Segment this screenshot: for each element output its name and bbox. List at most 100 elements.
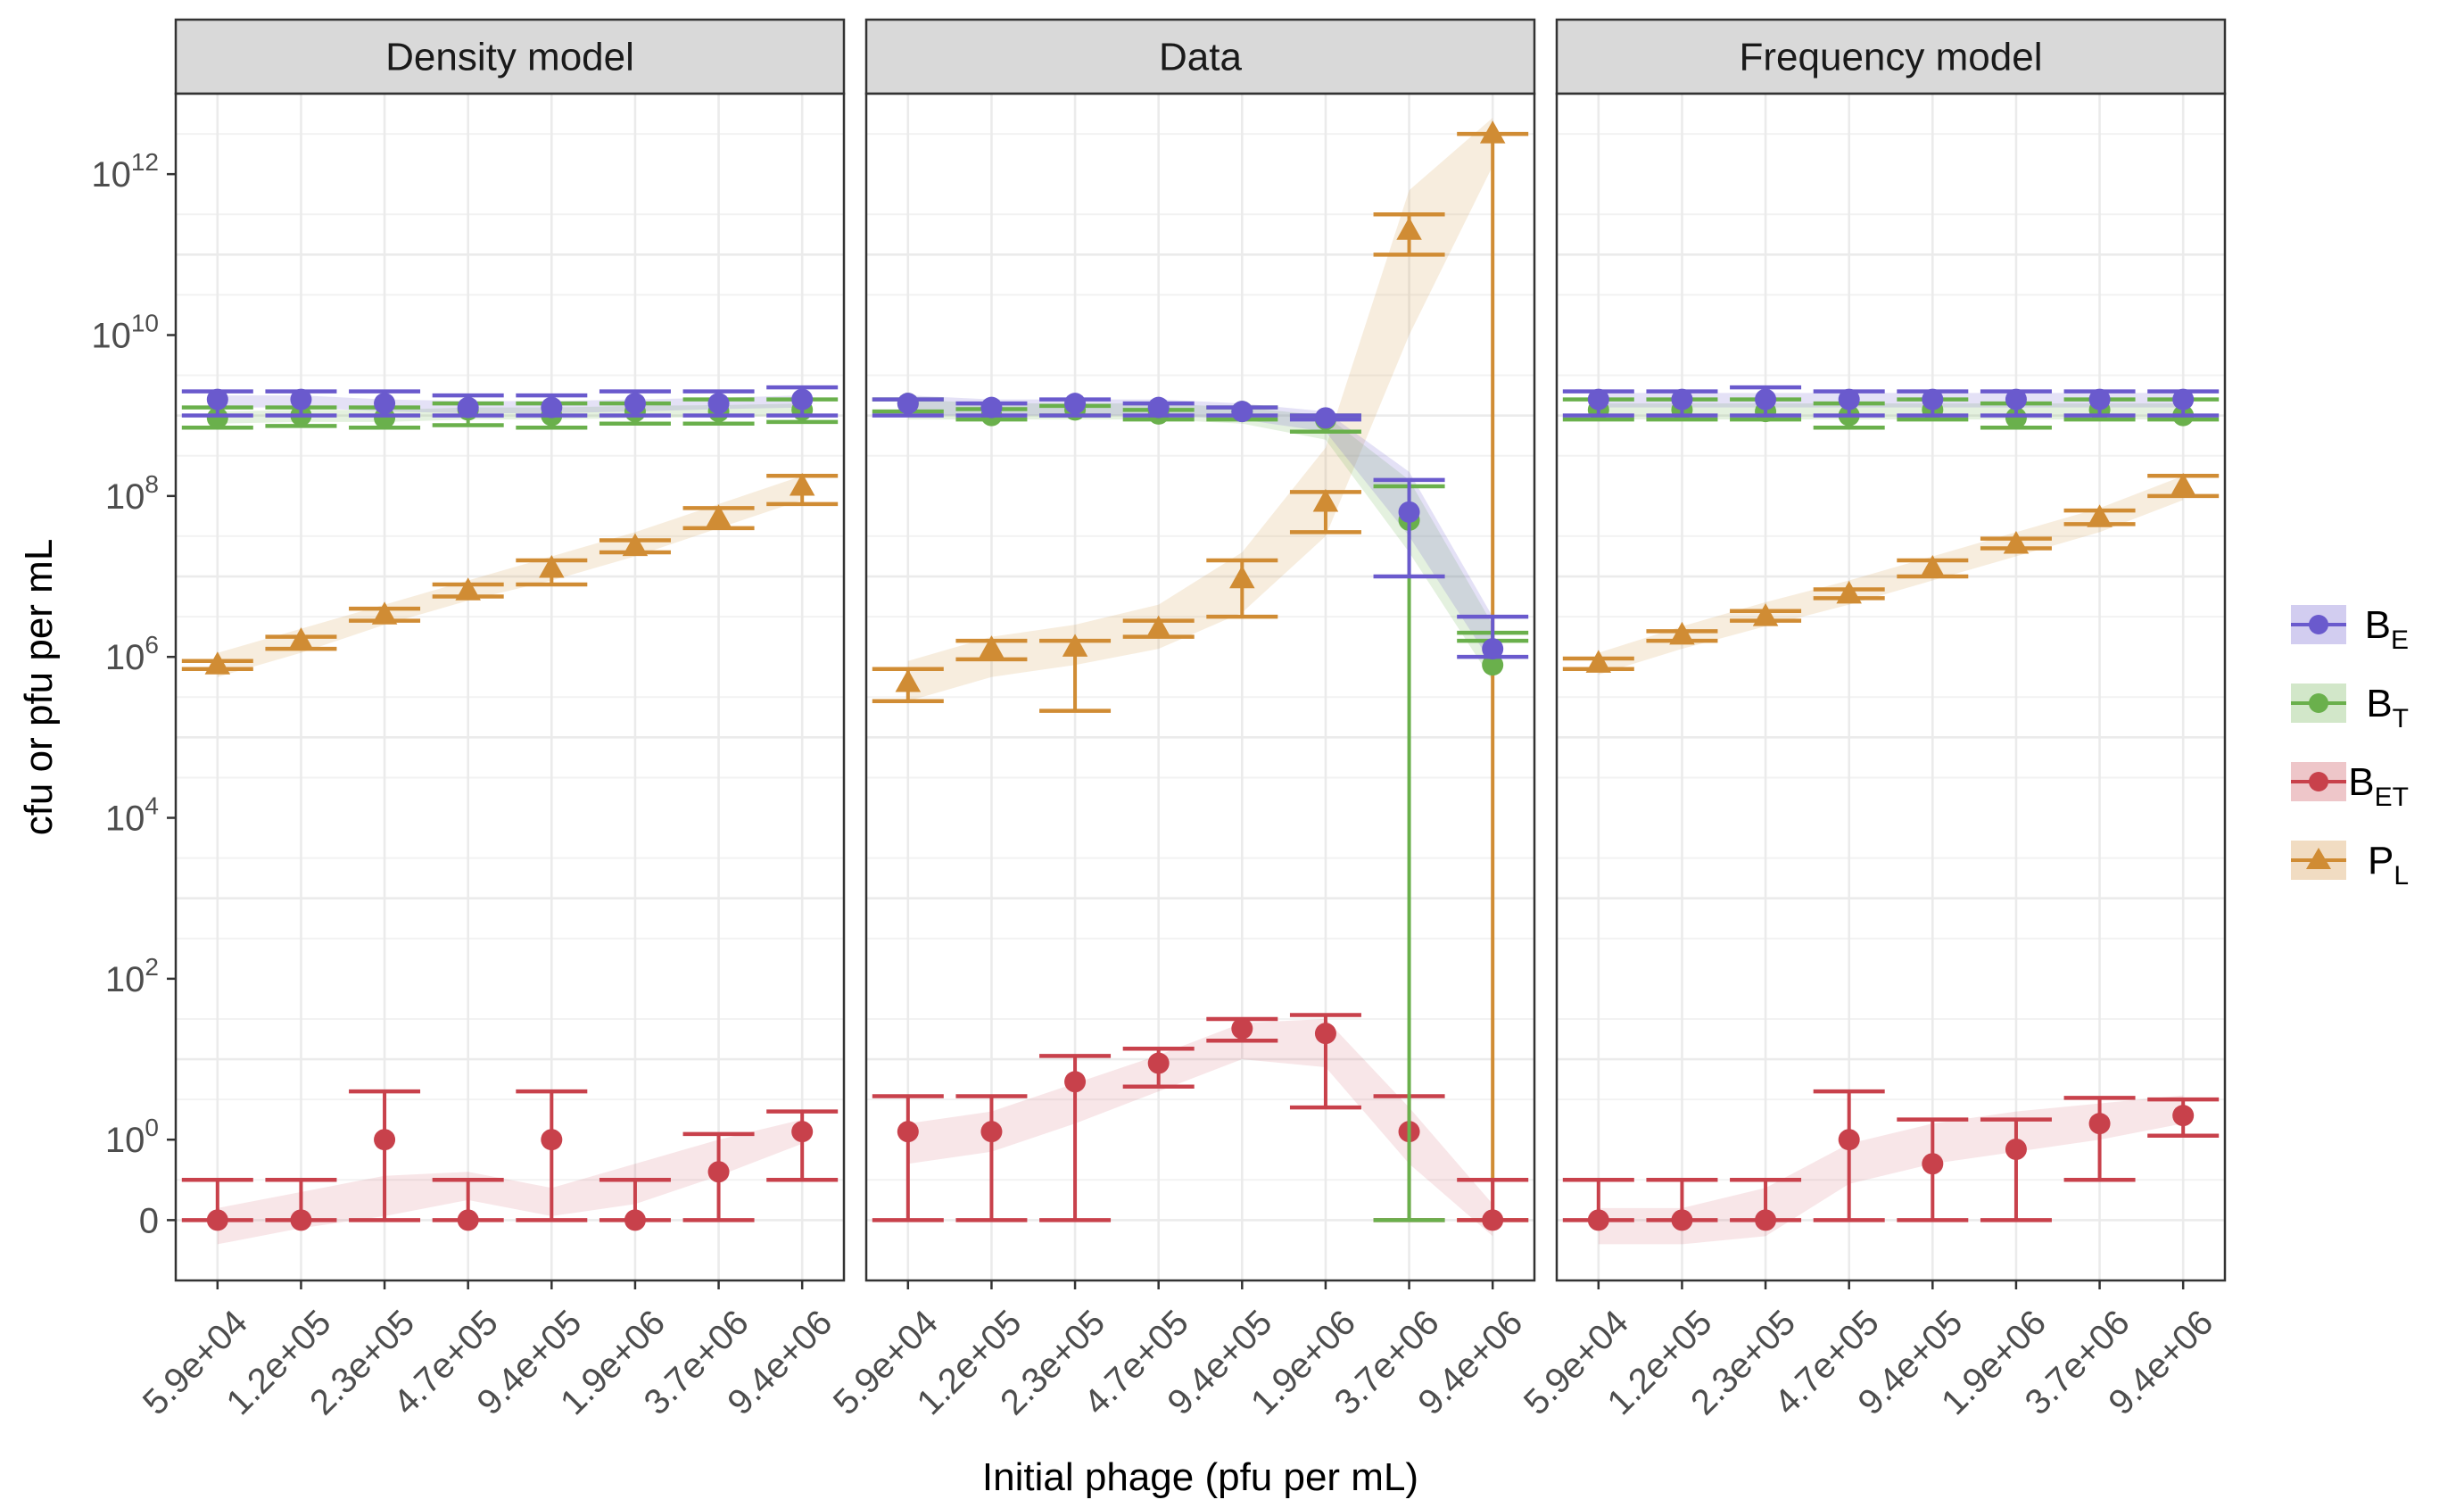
legend-label-base: B: [2366, 682, 2392, 725]
point-pl: [371, 601, 398, 625]
point-bet: [2005, 1139, 2027, 1161]
facet-title: Density model: [385, 36, 634, 79]
point-be: [1398, 501, 1420, 523]
point-be: [290, 388, 312, 410]
point-be: [1147, 396, 1170, 418]
facet-panels: Density model5.9e+041.2e+052.3e+054.7e+0…: [136, 18, 2227, 1422]
point-pl: [204, 651, 231, 675]
point-bt: [2005, 407, 2027, 429]
legend-item-bt: BT: [2291, 682, 2409, 733]
y-tick-base: 10: [91, 155, 131, 195]
band-bt: [217, 403, 803, 424]
point-pl: [288, 627, 314, 650]
legend-item-bet: BET: [2291, 760, 2409, 812]
point-be: [2172, 388, 2195, 410]
point-bet: [980, 1121, 1003, 1143]
point-be: [1482, 638, 1504, 660]
point-pl: [1062, 634, 1088, 657]
point-be: [457, 396, 479, 418]
band-pl: [1598, 476, 2184, 675]
point-bet: [2088, 1113, 2111, 1135]
y-tick-label: 100: [105, 1114, 159, 1160]
y-tick-base: 10: [105, 800, 145, 839]
point-be: [1838, 388, 1860, 410]
point-be: [374, 393, 396, 415]
point-be: [791, 388, 814, 410]
point-be: [1922, 388, 1944, 410]
facet-strip: [1555, 18, 2227, 95]
legend-label-subscript: L: [2394, 861, 2409, 891]
point-be: [1064, 393, 1087, 415]
point-bet: [624, 1209, 646, 1231]
facet-strip: [174, 18, 846, 95]
point-be: [1587, 388, 1609, 410]
point-be: [897, 393, 919, 415]
point-bet: [206, 1209, 228, 1231]
point-pl: [1585, 650, 1612, 673]
point-bet: [897, 1121, 919, 1143]
point-pl: [1669, 621, 1695, 645]
y-tick-label: 1010: [91, 310, 159, 356]
point-bet: [1671, 1209, 1693, 1231]
point-pl: [1312, 489, 1339, 512]
legend-label: PL: [2368, 839, 2409, 891]
point-be: [1755, 388, 1777, 410]
point-bet: [1314, 1023, 1336, 1045]
point-be: [206, 388, 228, 410]
y-tick-exponent: 2: [145, 953, 159, 981]
facet-strip: [864, 18, 1536, 95]
point-pl: [622, 533, 649, 557]
y-tick-base: 10: [91, 317, 131, 356]
legend-key-circle: [2309, 772, 2328, 791]
point-bet: [1922, 1153, 1944, 1175]
legend-label-base: P: [2368, 839, 2394, 882]
point-be: [1231, 401, 1253, 423]
point-pl: [539, 555, 565, 578]
panel-background: [866, 94, 1534, 1280]
point-bet: [707, 1161, 730, 1183]
y-axis-title: cfu or pfu per mL: [17, 539, 61, 836]
y-tick-exponent: 4: [145, 792, 159, 820]
point-bet: [1755, 1209, 1777, 1231]
point-bt: [1482, 654, 1504, 676]
panel-border: [864, 92, 1536, 1282]
band-pl: [907, 118, 1493, 701]
point-pl: [1396, 217, 1422, 240]
facet-title: Data: [1159, 36, 1242, 79]
legend-label: BET: [2348, 760, 2409, 812]
point-be: [1671, 388, 1693, 410]
x-axis-title: Initial phage (pfu per mL): [982, 1455, 1418, 1499]
point-pl: [979, 635, 1005, 659]
y-tick-base: 10: [105, 1121, 145, 1160]
point-pl: [706, 504, 732, 527]
y-tick-base: 10: [105, 960, 145, 999]
y-tick-exponent: 10: [131, 310, 159, 337]
legend-item-pl: PL: [2291, 839, 2409, 891]
panel-background: [1557, 94, 2225, 1280]
legend-key-circle: [2309, 615, 2328, 634]
panel-0: Density model5.9e+041.2e+052.3e+054.7e+0…: [136, 18, 846, 1422]
point-pl: [2170, 473, 2196, 496]
panel-1: Data5.9e+041.2e+052.3e+054.7e+059.4e+051…: [826, 18, 1536, 1422]
point-be: [980, 396, 1003, 418]
legend-label: BT: [2366, 682, 2409, 733]
point-bet: [1587, 1209, 1609, 1231]
point-bet: [457, 1209, 479, 1231]
y-tick-exponent: 8: [145, 470, 159, 498]
point-pl: [1479, 120, 1506, 144]
point-be: [624, 393, 646, 415]
point-bet: [1231, 1017, 1253, 1040]
legend-label-base: B: [2348, 760, 2374, 804]
y-tick-label: 102: [105, 953, 159, 999]
point-pl: [1229, 565, 1255, 589]
y-tick-exponent: 12: [131, 148, 159, 176]
y-tick-exponent: 6: [145, 631, 159, 659]
facet-title: Frequency model: [1740, 36, 2043, 79]
point-pl: [2003, 530, 2030, 554]
point-pl: [895, 669, 922, 692]
band-bet: [907, 1018, 1493, 1237]
legend-key-circle: [2309, 693, 2328, 713]
point-bet: [541, 1129, 563, 1151]
point-be: [707, 393, 730, 415]
